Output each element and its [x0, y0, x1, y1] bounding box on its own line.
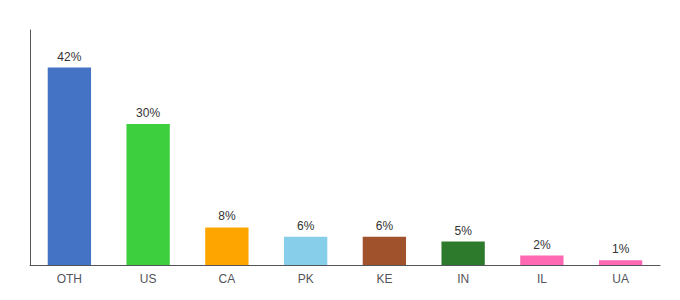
svg-text:2%: 2% — [533, 238, 551, 252]
svg-text:CA: CA — [219, 272, 236, 286]
svg-text:6%: 6% — [376, 219, 394, 233]
svg-text:US: US — [140, 272, 157, 286]
svg-text:5%: 5% — [454, 224, 472, 238]
svg-text:30%: 30% — [136, 106, 160, 120]
svg-text:8%: 8% — [218, 209, 236, 223]
svg-text:OTH: OTH — [57, 272, 82, 286]
svg-text:6%: 6% — [297, 219, 315, 233]
svg-text:IL: IL — [537, 272, 547, 286]
svg-text:KE: KE — [376, 272, 392, 286]
svg-text:IN: IN — [457, 272, 469, 286]
svg-text:1%: 1% — [612, 242, 630, 256]
svg-text:42%: 42% — [57, 50, 81, 64]
svg-text:UA: UA — [612, 272, 629, 286]
svg-text:PK: PK — [298, 272, 314, 286]
